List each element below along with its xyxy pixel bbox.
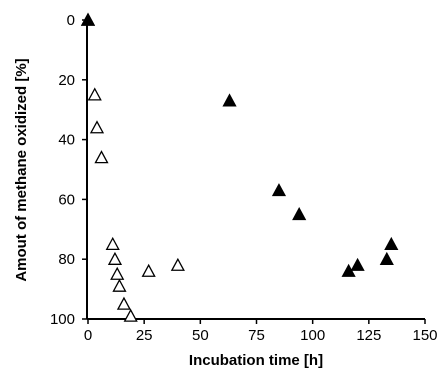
x-axis-label: Incubation time [h]: [189, 352, 323, 369]
filled-triangle-point: [80, 12, 96, 26]
open-triangle-point: [141, 263, 156, 277]
y-ticks: 0 20 40 60 80 100: [50, 12, 87, 328]
x-axis: 0 25 50 75 100 125 150 Incubation time [h]: [84, 318, 438, 369]
y-tick-label: 60: [58, 191, 75, 208]
x-tick-label: 75: [248, 327, 265, 344]
x-ticks: 0 25 50 75 100 125 150: [84, 319, 438, 344]
series-1: [80, 12, 399, 277]
open-triangle-point: [116, 296, 132, 310]
x-tick-label: 0: [84, 327, 92, 344]
y-axis: 0 20 40 60 80 100 Amout of methane oxidized […: [13, 12, 88, 328]
y-tick-label: 40: [58, 132, 75, 149]
x-tick-label: 125: [356, 327, 381, 344]
x-tick-label: 150: [412, 327, 437, 344]
open-triangle-point: [94, 150, 109, 164]
filled-triangle-point: [350, 257, 365, 271]
open-triangle-point: [112, 278, 127, 292]
y-tick-label: 80: [58, 251, 75, 268]
y-axis-label: Amout of methane oxidized [%]: [13, 58, 30, 281]
plot-area: [80, 12, 399, 322]
open-triangle-point: [123, 308, 138, 322]
open-triangle-point: [107, 251, 123, 265]
filled-triangle-point: [271, 183, 287, 197]
open-triangle-point: [87, 87, 102, 101]
open-triangle-point: [170, 257, 185, 271]
open-triangle-point: [89, 120, 105, 134]
filled-triangle-point: [292, 206, 307, 221]
open-triangle-point: [105, 236, 120, 251]
x-tick-label: 100: [300, 327, 325, 344]
series-0: [80, 12, 185, 322]
open-triangle-point: [110, 266, 125, 280]
filled-triangle-point: [384, 236, 399, 251]
y-tick-label: 100: [50, 311, 75, 328]
filled-triangle-point: [379, 251, 394, 265]
x-tick-label: 50: [192, 327, 209, 344]
filled-triangle-point: [222, 93, 237, 107]
y-tick-label: 20: [58, 72, 75, 89]
y-tick-label: 0: [67, 12, 75, 29]
x-tick-label: 25: [136, 327, 153, 344]
